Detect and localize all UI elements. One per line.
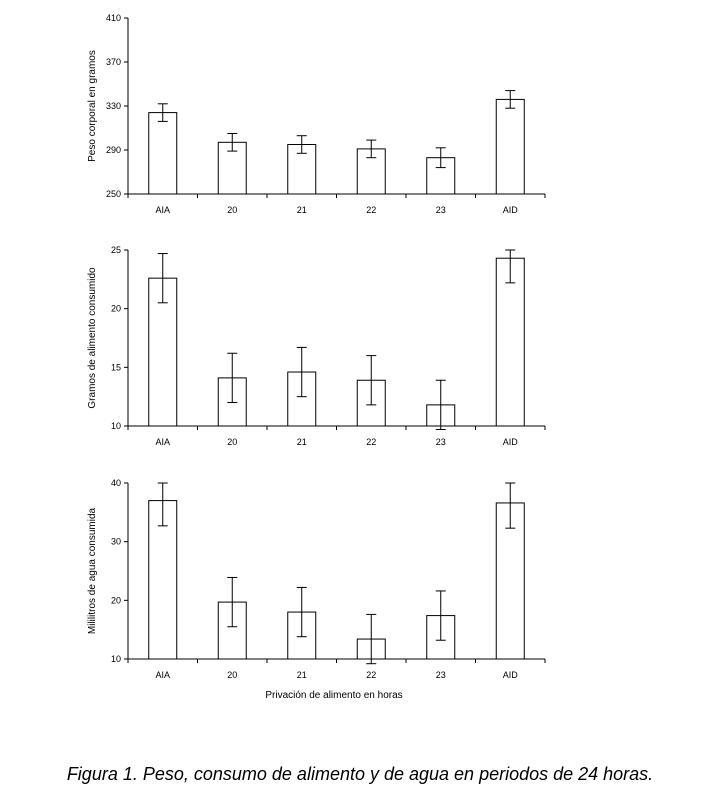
- x-tick-label: AID: [503, 670, 519, 680]
- x-tick-label: 20: [227, 670, 237, 680]
- y-axis-title: Mililitros de agua consumida: [87, 507, 98, 634]
- y-tick-label: 30: [111, 537, 121, 547]
- x-tick-label: AID: [503, 205, 519, 215]
- x-tick-label: 21: [297, 205, 307, 215]
- x-tick-label: 20: [227, 205, 237, 215]
- figure-caption: Figura 1. Peso, consumo de alimento y de…: [66, 764, 654, 784]
- x-tick-label: 23: [436, 670, 446, 680]
- y-tick-label: 10: [111, 421, 121, 431]
- y-tick-label: 250: [106, 189, 121, 199]
- y-tick-label: 15: [111, 362, 121, 372]
- bar: [495, 502, 525, 660]
- bar: [148, 112, 178, 195]
- y-tick-label: 370: [106, 57, 121, 67]
- x-tick-label: 23: [436, 437, 446, 447]
- chart-body-weight: 250 290 330 370 410 AIA 20 21 22 23 AID Peso corpor…: [87, 13, 546, 215]
- x-tick-label: AID: [503, 437, 519, 447]
- x-tick-label: 20: [227, 437, 237, 447]
- x-tick-label: AIA: [155, 437, 170, 447]
- y-axis-title: Peso corporal en gramos: [87, 50, 98, 162]
- x-tick-label: 21: [297, 437, 307, 447]
- x-tick-label: 22: [366, 437, 376, 447]
- chart-food-consumed: 10 15 20 25 AIA 20 21 22 23 AID Gramos de alimento…: [87, 245, 546, 447]
- y-tick-label: 20: [111, 595, 121, 605]
- y-tick-label: 25: [111, 245, 121, 255]
- y-tick-label: 290: [106, 145, 121, 155]
- y-tick-label: 40: [111, 478, 121, 488]
- bar: [148, 500, 178, 660]
- chart-water-consumed: 10 20 30 40 AIA 20 21 22 23 AID Mililitros de agua…: [87, 478, 546, 680]
- x-tick-label: 22: [366, 205, 376, 215]
- y-tick-label: 410: [106, 13, 121, 23]
- y-tick-label: 20: [111, 304, 121, 314]
- x-tick-label: AIA: [155, 205, 170, 215]
- x-tick-label: 21: [297, 670, 307, 680]
- bar: [495, 257, 525, 427]
- x-tick-label: 23: [436, 205, 446, 215]
- y-tick-label: 330: [106, 101, 121, 111]
- x-tick-label: AIA: [155, 670, 170, 680]
- y-tick-label: 10: [111, 654, 121, 664]
- x-axis-title: Privación de alimento en horas: [265, 690, 402, 701]
- bar: [495, 98, 525, 195]
- x-tick-label: 22: [366, 670, 376, 680]
- y-axis-title: Gramos de alimento consumido: [87, 267, 98, 409]
